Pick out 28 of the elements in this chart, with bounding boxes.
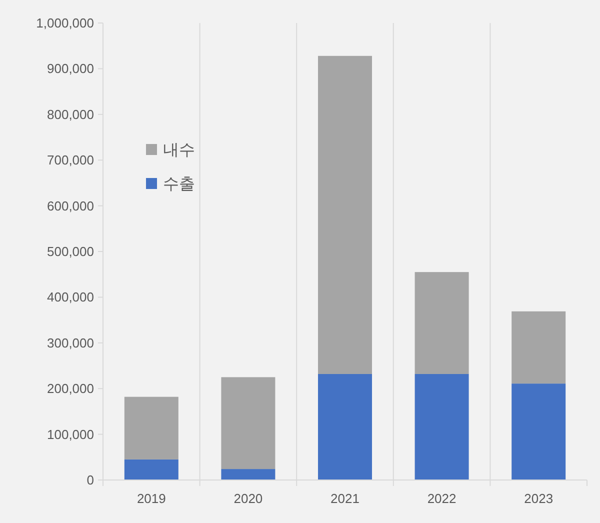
y-tick-label: 200,000	[47, 381, 94, 396]
x-tick-label: 2019	[136, 491, 166, 506]
bar	[124, 459, 178, 480]
bar	[414, 374, 469, 480]
bar	[512, 311, 566, 384]
x-tick-label: 2023	[524, 491, 554, 506]
bar	[414, 272, 469, 374]
x-tick-label: 2020	[234, 491, 263, 506]
bar	[221, 469, 276, 480]
bar	[318, 374, 372, 480]
y-tick-label: 500,000	[47, 244, 94, 259]
y-tick-label: 900,000	[47, 61, 94, 76]
bar	[124, 396, 178, 460]
y-tick-label: 700,000	[47, 152, 94, 168]
legend-label: 수출	[163, 176, 195, 193]
y-tick-label: 100,000	[47, 426, 94, 442]
x-tick-label: 2022	[427, 491, 456, 506]
y-tick-label: 400,000	[47, 290, 94, 305]
y-tick-label: 600,000	[47, 198, 94, 214]
legend-label: 내수	[163, 142, 195, 159]
bar	[512, 384, 566, 480]
y-tick-label: 800,000	[47, 106, 94, 122]
y-tick-label: 1,000,000	[36, 16, 94, 30]
x-tick-label: 2021	[330, 491, 360, 506]
bar	[318, 56, 372, 374]
y-tick-label: 300,000	[47, 335, 94, 350]
y-tick-label: 0	[86, 472, 94, 488]
bar	[221, 377, 276, 470]
